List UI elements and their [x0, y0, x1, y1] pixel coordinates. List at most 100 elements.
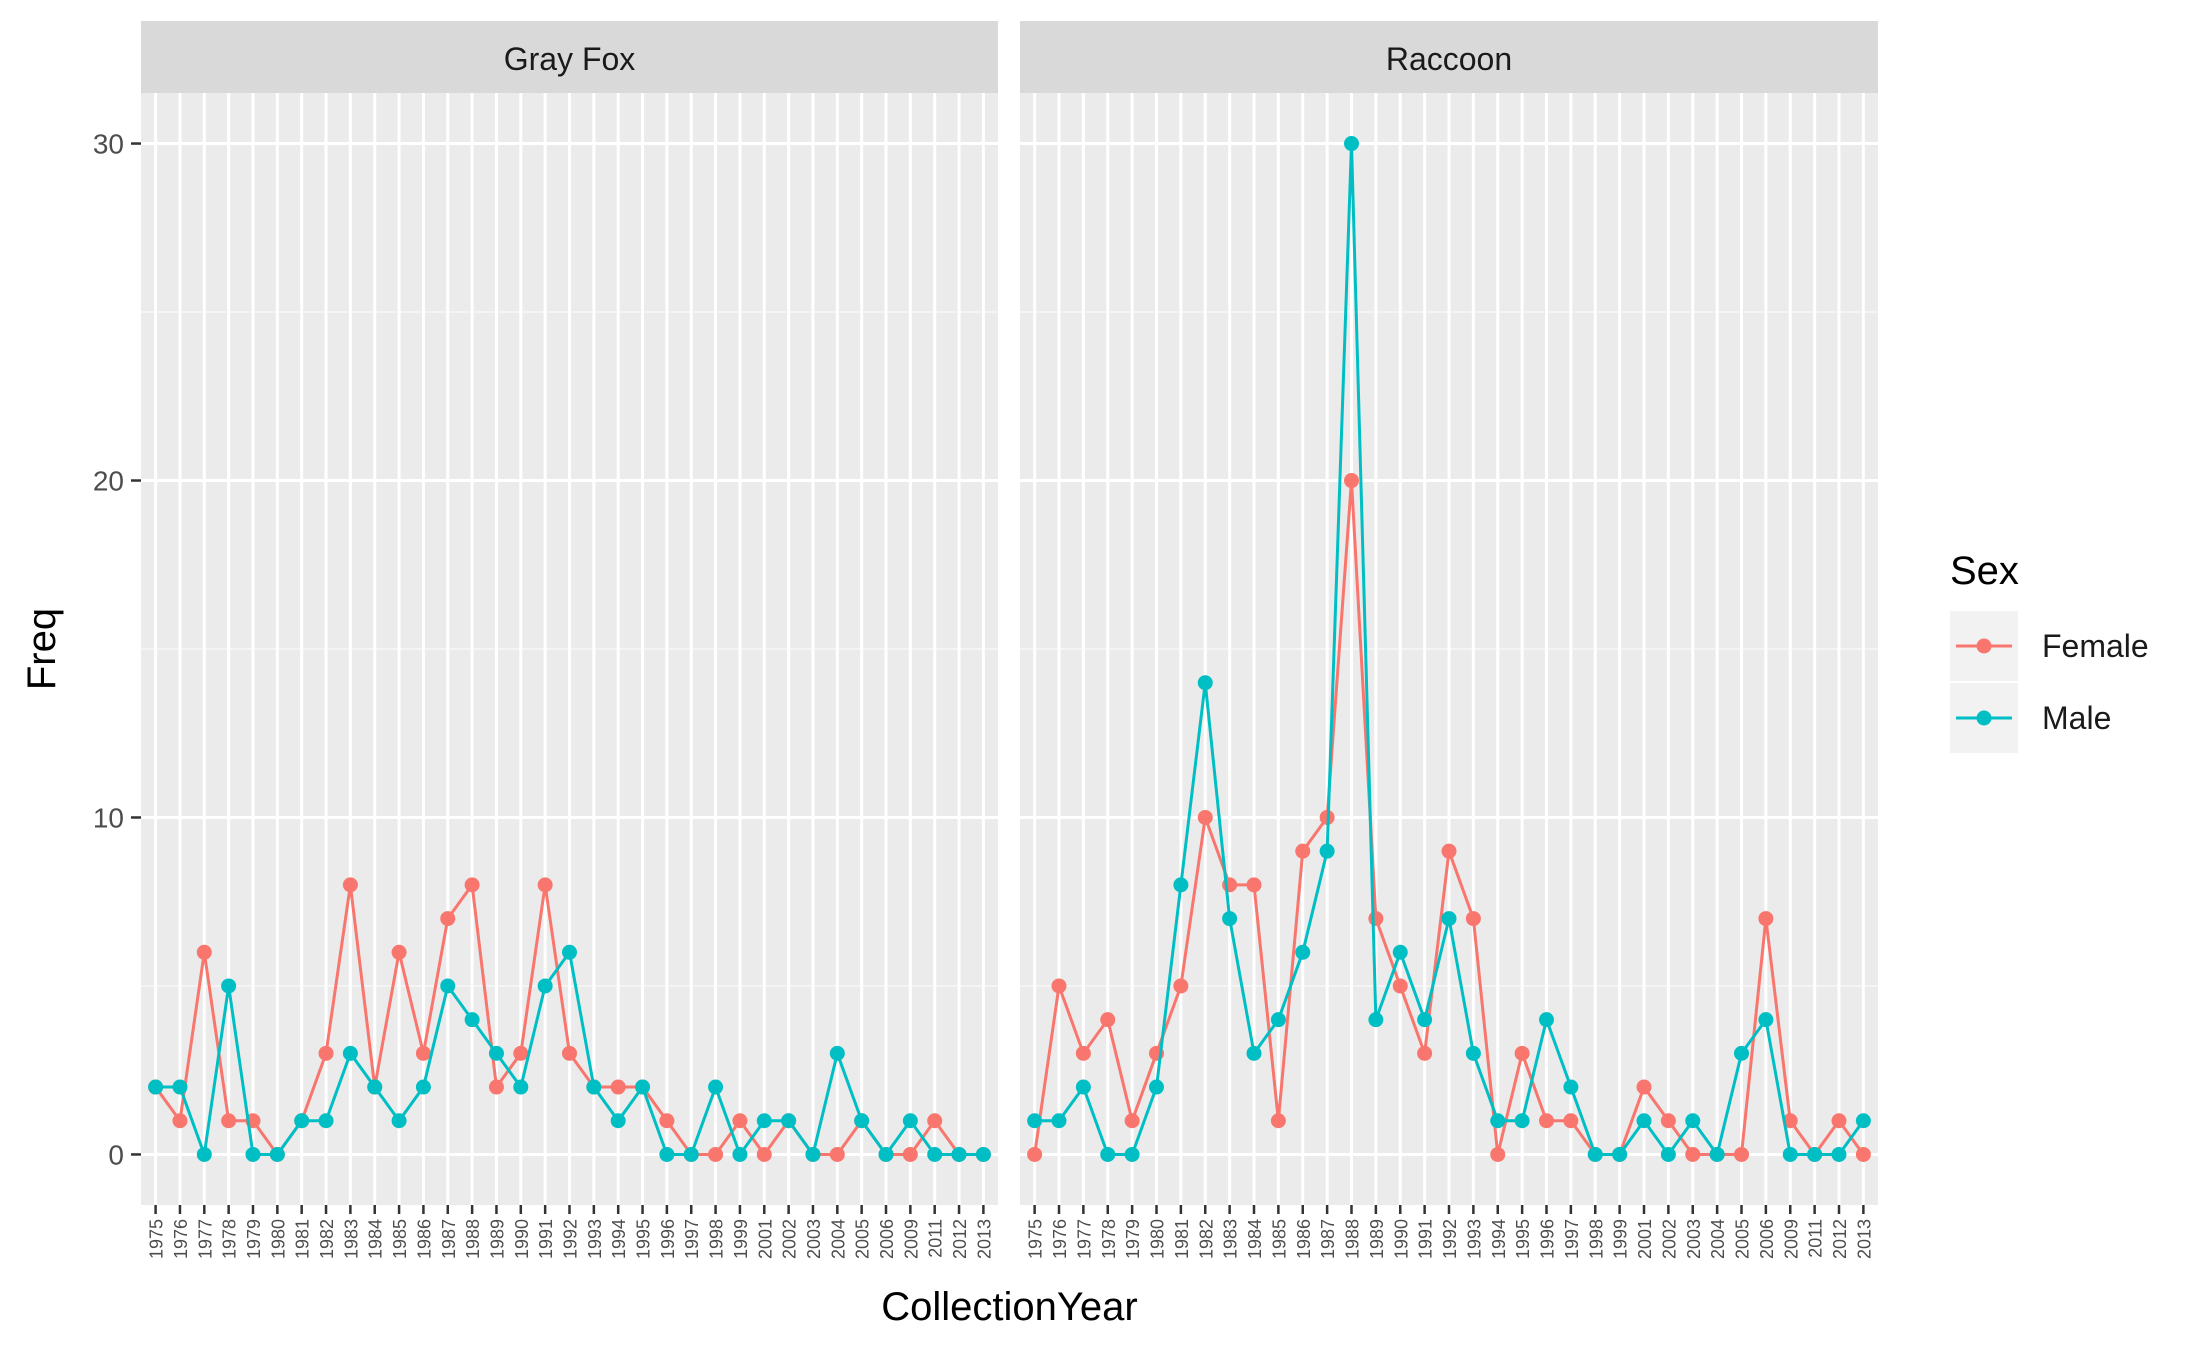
x-tick-label: 1980: [268, 1219, 288, 1259]
data-point-female: [196, 944, 212, 960]
data-point-female: [610, 1079, 626, 1095]
x-tick-label: 1996: [658, 1219, 678, 1259]
data-point-male: [1782, 1146, 1798, 1162]
x-tick-label: 1989: [487, 1219, 507, 1259]
x-tick-label: 1991: [1416, 1219, 1436, 1259]
legend-title: Sex: [1950, 549, 2019, 593]
data-point-female: [1831, 1113, 1847, 1129]
data-point-female: [1855, 1146, 1871, 1162]
data-point-female: [1782, 1113, 1798, 1129]
data-point-male: [732, 1146, 748, 1162]
data-point-male: [1709, 1146, 1725, 1162]
y-tick-label: 0: [108, 1139, 124, 1170]
data-point-male: [1051, 1113, 1067, 1129]
data-point-male: [342, 1045, 358, 1061]
x-tick-label: 1985: [1269, 1219, 1289, 1259]
x-tick-label: 2012: [950, 1219, 970, 1259]
x-tick-label: 1997: [1562, 1219, 1582, 1259]
x-tick-label: 1988: [1343, 1219, 1363, 1259]
data-point-female: [391, 944, 407, 960]
data-point-male: [562, 944, 577, 960]
data-point-female: [1295, 843, 1311, 859]
data-point-male: [1855, 1113, 1871, 1129]
data-point-female: [1660, 1113, 1676, 1129]
data-point-male: [1100, 1146, 1116, 1162]
data-point-male: [1660, 1146, 1676, 1162]
data-point-male: [1563, 1079, 1579, 1095]
x-tick-label: 1979: [1123, 1219, 1143, 1259]
data-point-male: [1075, 1079, 1091, 1095]
x-tick-label: 1986: [1294, 1219, 1314, 1259]
x-tick-label: 2004: [1708, 1219, 1728, 1259]
data-point-male: [1490, 1113, 1506, 1129]
x-tick-label: 1999: [1611, 1219, 1631, 1259]
x-tick-label: 2006: [1757, 1219, 1777, 1259]
data-point-female: [415, 1045, 431, 1061]
data-point-female: [756, 1146, 772, 1162]
x-tick-label: 1975: [147, 1219, 167, 1259]
data-point-male: [1270, 1012, 1286, 1028]
data-point-female: [1417, 1045, 1433, 1061]
x-tick-label: 1995: [634, 1219, 654, 1259]
x-tick-label: 1987: [1318, 1219, 1338, 1259]
x-tick-label: 2009: [1781, 1219, 1801, 1259]
data-point-male: [1514, 1113, 1530, 1129]
data-point-male: [683, 1146, 699, 1162]
data-point-female: [708, 1146, 724, 1162]
data-point-male: [221, 978, 237, 994]
data-point-male: [172, 1079, 188, 1095]
x-tick-label: 2006: [877, 1219, 897, 1259]
x-tick-label: 1976: [1050, 1219, 1070, 1259]
data-point-male: [1734, 1045, 1749, 1061]
y-tick-label: 30: [93, 129, 124, 160]
x-tick-label: 1990: [512, 1219, 532, 1259]
data-point-male: [1392, 944, 1408, 960]
x-tick-label: 2004: [828, 1219, 848, 1259]
data-point-male: [951, 1146, 967, 1162]
data-point-male: [781, 1113, 797, 1129]
data-point-female: [1173, 978, 1189, 994]
x-tick-label: 1994: [1489, 1219, 1509, 1259]
x-tick-label: 1979: [244, 1219, 264, 1259]
data-point-female: [562, 1045, 577, 1061]
data-point-male: [1295, 944, 1311, 960]
data-point-female: [1758, 911, 1774, 927]
data-point-male: [1612, 1146, 1628, 1162]
data-point-male: [1417, 1012, 1433, 1028]
data-point-female: [488, 1079, 504, 1095]
x-tick-label: 1988: [463, 1219, 483, 1259]
x-tick-label: 1981: [293, 1219, 313, 1259]
x-tick-label: 1982: [1196, 1219, 1216, 1259]
data-point-male: [1222, 911, 1238, 927]
data-point-male: [1758, 1012, 1774, 1028]
data-point-male: [1173, 877, 1189, 893]
data-point-female: [659, 1113, 675, 1129]
data-point-female: [1075, 1045, 1091, 1061]
data-point-female: [1344, 473, 1359, 489]
x-tick-label: 1996: [1538, 1219, 1558, 1259]
x-tick-label: 2005: [853, 1219, 873, 1259]
x-tick-label: 1997: [682, 1219, 702, 1259]
data-point-female: [1197, 809, 1213, 825]
data-point-male: [1368, 1012, 1384, 1028]
x-tick-label: 1998: [707, 1219, 727, 1259]
data-point-male: [318, 1113, 334, 1129]
data-point-male: [878, 1146, 894, 1162]
x-tick-label: 2011: [1806, 1219, 1826, 1258]
legend-label-female: Female: [2042, 628, 2149, 664]
data-point-male: [1441, 911, 1457, 927]
data-point-female: [1124, 1113, 1140, 1129]
data-point-female: [1685, 1146, 1701, 1162]
data-point-female: [1490, 1146, 1506, 1162]
data-point-male: [635, 1079, 651, 1095]
y-tick-label: 10: [93, 802, 124, 833]
data-point-male: [415, 1079, 431, 1095]
data-point-male: [294, 1113, 310, 1129]
data-point-male: [245, 1146, 261, 1162]
x-tick-label: 1991: [536, 1219, 556, 1259]
data-point-male: [708, 1079, 724, 1095]
data-point-male: [196, 1146, 212, 1162]
x-tick-label: 1993: [585, 1219, 605, 1259]
